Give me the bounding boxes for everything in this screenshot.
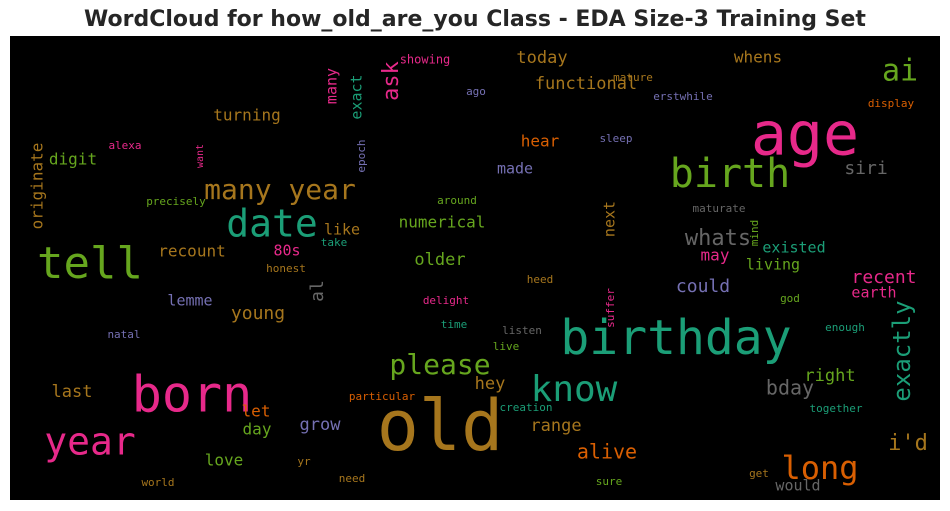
- word-live: live: [493, 340, 520, 353]
- word-enough: enough: [825, 321, 865, 334]
- word-know: know: [531, 369, 618, 410]
- word-world: world: [141, 476, 174, 489]
- word-long: long: [781, 449, 858, 487]
- word-epoch: epoch: [355, 139, 368, 172]
- word-made: made: [497, 160, 533, 178]
- word-young: young: [231, 303, 285, 324]
- word-mature: mature: [613, 71, 653, 84]
- word-recount: recount: [158, 242, 225, 261]
- word-need: need: [339, 472, 366, 485]
- word-age: age: [751, 100, 859, 170]
- word-suffer: suffer: [604, 288, 617, 328]
- word-sure: sure: [596, 475, 623, 488]
- wordcloud-canvas: old age born birthday birth tell year date know m…: [28, 48, 928, 495]
- word-born: born: [132, 366, 252, 424]
- word-i-d: i'd: [888, 431, 928, 456]
- word-natal: natal: [107, 328, 140, 341]
- word-take: take: [321, 236, 348, 249]
- word-today: today: [516, 48, 567, 68]
- word-alexa: alexa: [108, 139, 141, 152]
- chart-title: WordCloud for how_old_are_you Class - ED…: [84, 7, 866, 32]
- word-exact: exact: [348, 74, 366, 119]
- word-god: god: [780, 292, 800, 305]
- word-older: older: [414, 250, 465, 270]
- word-bday: bday: [766, 376, 814, 400]
- word-many: many: [323, 68, 341, 104]
- word-day: day: [243, 420, 272, 439]
- word-listen: listen: [502, 324, 542, 337]
- word-heed: heed: [527, 273, 554, 286]
- word-whats: whats: [685, 226, 751, 251]
- word-al: al: [307, 280, 328, 302]
- word-tell: tell: [37, 238, 143, 289]
- word-ai: ai: [882, 54, 918, 89]
- word-last: last: [52, 382, 93, 402]
- word-alive: alive: [577, 440, 637, 464]
- word-get: get: [749, 467, 769, 480]
- word-display: display: [868, 97, 915, 110]
- word-next: next: [601, 201, 619, 237]
- word-ago: ago: [466, 85, 486, 98]
- word-exactly: exactly: [888, 300, 916, 401]
- word-delight: delight: [423, 294, 469, 307]
- word-originate: originate: [28, 143, 47, 230]
- word-many-year: many year: [204, 173, 356, 206]
- word-hey: hey: [475, 374, 506, 394]
- word-together: together: [810, 402, 863, 415]
- word-digit: digit: [49, 150, 97, 169]
- word-recent: recent: [851, 267, 916, 288]
- word-old: old: [377, 385, 503, 467]
- word-siri: siri: [844, 158, 887, 179]
- word-mind: mind: [748, 220, 761, 247]
- word-maturate: maturate: [693, 202, 746, 215]
- word-right: right: [804, 366, 855, 386]
- word-want: want: [195, 144, 206, 168]
- word-turning: turning: [213, 106, 280, 125]
- word-yr: yr: [297, 455, 311, 468]
- word-around: around: [437, 194, 477, 207]
- word-range: range: [530, 416, 581, 436]
- word-showing: showing: [400, 53, 451, 67]
- word-sleep: sleep: [599, 132, 632, 145]
- word-please: please: [389, 348, 490, 381]
- word-date: date: [226, 202, 318, 246]
- word-lemme: lemme: [167, 292, 212, 310]
- word-grow: grow: [300, 415, 342, 435]
- word-precisely: precisely: [146, 195, 206, 208]
- wordcloud-panel: old age born birthday birth tell year date know m…: [10, 36, 940, 500]
- word-particular: particular: [349, 390, 416, 403]
- word-functional: functional: [535, 74, 637, 94]
- word-let: let: [242, 402, 271, 421]
- word-birth: birth: [670, 151, 790, 197]
- word-erstwhile: erstwhile: [653, 90, 713, 103]
- word-existed: existed: [762, 239, 825, 257]
- word-earth: earth: [851, 284, 896, 302]
- word-creation: creation: [500, 401, 553, 414]
- word-80s: 80s: [273, 242, 300, 260]
- word-numerical: numerical: [399, 213, 486, 232]
- word-time: time: [441, 318, 468, 331]
- word-living: living: [746, 256, 800, 274]
- word-ask: ask: [379, 61, 404, 101]
- word-honest: honest: [266, 262, 306, 275]
- word-would: would: [775, 477, 820, 495]
- word-like: like: [324, 221, 360, 239]
- word-could: could: [676, 276, 730, 297]
- word-hear: hear: [521, 132, 560, 151]
- word-love: love: [205, 451, 244, 470]
- word-whens: whens: [734, 48, 782, 67]
- word-may: may: [701, 246, 730, 265]
- word-birthday: birthday: [560, 310, 791, 366]
- word-year: year: [44, 420, 136, 464]
